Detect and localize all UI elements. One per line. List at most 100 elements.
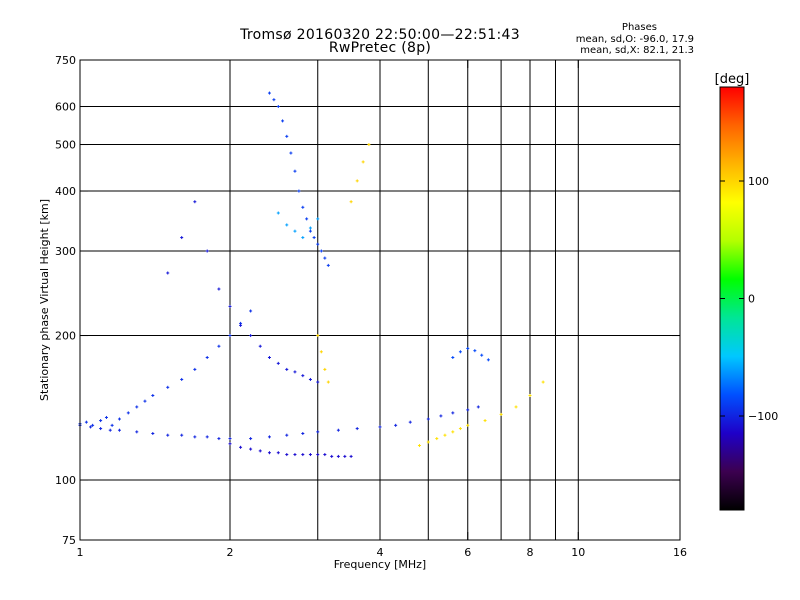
data-point	[180, 377, 184, 381]
data-point	[439, 414, 443, 418]
data-point	[466, 346, 470, 350]
y-tick-label: 100	[55, 474, 76, 487]
data-point	[476, 405, 480, 409]
data-point	[319, 350, 323, 354]
data-point	[249, 334, 253, 338]
stats-x-mode: mean, sd,X: 82.1, 21.3	[580, 45, 694, 56]
x-tick-label: 10	[571, 546, 585, 559]
y-tick-label: 600	[55, 101, 76, 114]
grid	[80, 60, 680, 540]
data-point	[326, 263, 330, 267]
data-point	[323, 256, 327, 260]
y-tick-label: 400	[55, 185, 76, 198]
colorbar-label: [deg]	[715, 72, 750, 87]
data-point	[193, 200, 197, 204]
data-point	[285, 433, 289, 437]
data-point	[308, 229, 312, 233]
data-point	[312, 236, 316, 240]
data-point	[104, 415, 108, 419]
data-point	[336, 428, 340, 432]
y-tick-label: 200	[55, 330, 76, 343]
data-point	[378, 425, 382, 429]
data-point	[151, 432, 155, 436]
data-point	[117, 428, 121, 432]
data-point	[258, 449, 262, 453]
data-point	[228, 437, 232, 441]
x-tick-label: 4	[377, 546, 384, 559]
data-point	[239, 323, 243, 327]
colorbar: 100 0 −100	[719, 86, 778, 511]
data-point	[367, 143, 371, 147]
data-point	[249, 309, 253, 313]
data-point	[166, 271, 170, 275]
data-point	[323, 367, 327, 371]
data-point	[466, 408, 470, 412]
data-point	[293, 370, 297, 374]
data-point	[458, 427, 462, 431]
data-point	[180, 433, 184, 437]
data-point	[285, 223, 289, 227]
data-point	[91, 423, 95, 427]
data-point	[285, 134, 289, 138]
data-point	[458, 350, 462, 354]
data-point	[89, 425, 93, 429]
data-point	[301, 205, 305, 209]
data-point	[355, 179, 359, 183]
data-point	[349, 200, 353, 204]
stats-o-mode: mean, sd,O: -96.0, 17.9	[575, 34, 694, 45]
data-point	[143, 399, 147, 403]
data-point	[499, 412, 503, 416]
data-point	[316, 380, 320, 384]
data-point	[426, 417, 430, 421]
data-point	[308, 377, 312, 381]
data-point	[451, 411, 455, 415]
data-point	[343, 454, 347, 458]
data-point	[249, 437, 253, 441]
data-point	[205, 435, 209, 439]
x-tick-label: 2	[227, 546, 234, 559]
data-point	[451, 355, 455, 359]
data-point	[281, 119, 285, 123]
data-point	[408, 420, 412, 424]
data-point	[355, 427, 359, 431]
data-point	[316, 334, 320, 338]
colorbar-tick-label: 0	[748, 293, 755, 306]
y-tick-label: 500	[55, 139, 76, 152]
data-point	[528, 394, 532, 398]
data-point	[466, 423, 470, 427]
data-point	[305, 217, 309, 221]
data-point	[293, 229, 297, 233]
data-point	[349, 454, 353, 458]
data-point	[316, 217, 320, 221]
data-point	[239, 445, 243, 449]
data-point	[301, 453, 305, 457]
data-point	[330, 454, 334, 458]
data-point	[336, 454, 340, 458]
data-point	[228, 304, 232, 308]
data-point	[135, 405, 139, 409]
data-point	[151, 394, 155, 398]
data-point	[228, 442, 232, 446]
data-point	[541, 380, 545, 384]
data-point	[276, 105, 280, 109]
chart-subtitle: RwPretec (8p)	[328, 40, 432, 56]
data-point	[426, 440, 430, 444]
data-point	[289, 151, 293, 155]
data-point	[293, 169, 297, 173]
data-point	[99, 427, 103, 431]
data-point	[308, 226, 312, 230]
y-tick-label: 75	[62, 534, 76, 547]
data-point	[301, 432, 305, 436]
data-point	[205, 355, 209, 359]
data-point	[276, 361, 280, 365]
data-point	[301, 236, 305, 240]
data-point	[117, 417, 121, 421]
data-point	[258, 344, 262, 348]
colorbar-tick-label: 100	[748, 175, 769, 188]
data-point	[435, 437, 439, 441]
y-tick-label: 750	[55, 54, 76, 67]
data-point	[451, 430, 455, 434]
data-point	[285, 453, 289, 457]
data-point	[323, 453, 327, 457]
